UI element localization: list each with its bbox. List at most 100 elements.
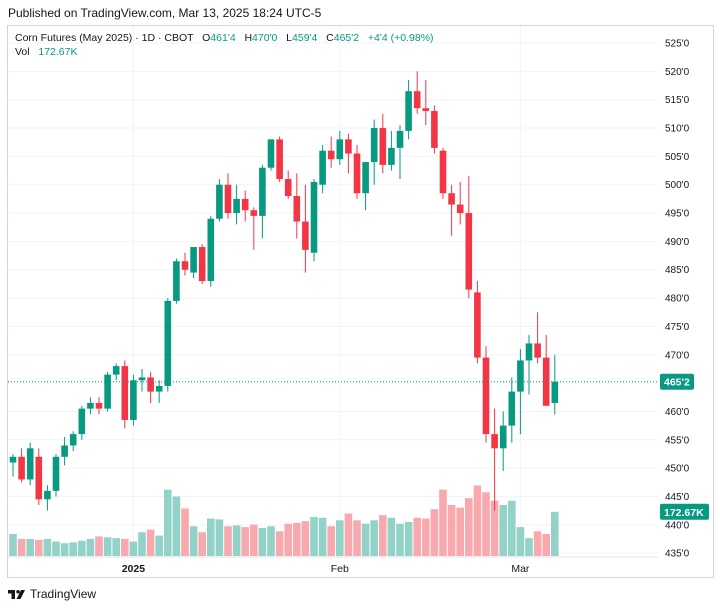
low-label: L [286,32,293,44]
candle-body [345,139,352,154]
volume-bar [533,531,542,556]
candle-body [130,380,137,420]
price-axis[interactable]: 525'0 520'0 515'0 510'0 505'0 500'0 495'0 490'0… [665,39,690,560]
volume-bar [35,539,43,556]
volume-bar [516,527,525,556]
candle-body [482,357,490,435]
candle [35,448,43,505]
volume-bar [26,539,34,556]
candle [9,453,17,477]
volume-badge-bg [660,503,709,520]
volume-bar [146,529,155,556]
candle [517,349,524,435]
candle-body [147,377,154,392]
volume-bar [310,516,318,556]
candle [439,147,447,199]
candle-body [379,128,387,165]
candle [370,119,378,185]
volume-bar [207,518,215,556]
volume-bar [387,517,396,556]
candle [69,431,77,452]
candle [190,247,197,279]
candle-body [405,91,412,131]
candle-body [284,179,292,197]
candle-body [474,292,481,358]
price-tick-label: 460'0 [665,407,690,418]
candle [405,79,412,140]
time-axis[interactable]: 2025 Feb Mar [8,556,658,575]
candle-body [95,402,103,409]
candle [198,244,206,284]
candle-body [439,150,447,194]
high-label: H [244,32,253,44]
candle-body [388,147,395,165]
candle [121,360,129,429]
volume-bar [17,539,26,556]
last-price-badge-text: 465'2 [664,377,690,389]
volume-bar [103,537,112,556]
candle [241,190,249,222]
candle-body [327,150,335,160]
chart-frame[interactable] [7,25,714,578]
ohlc-legend: Corn Futures (May 2025) · 1D · CBOT O461… [15,32,434,44]
candle-body [422,108,430,112]
candle [61,436,68,466]
price-tick-label: 500'0 [665,180,690,191]
candle-body [259,167,266,216]
price-tick-label: 520'0 [665,67,690,78]
candle [431,105,438,154]
candle [276,136,283,182]
candle-body [164,300,172,386]
volume-bar [215,519,224,556]
volume-value: 172.67K [38,46,78,58]
candle [542,334,550,406]
volume-bar [43,539,52,556]
candle-body [276,139,283,180]
candle [104,371,111,412]
tradingview-logo[interactable]: TradingView [8,587,96,601]
candle [164,298,172,392]
candle-body [319,150,326,185]
candle-body [362,162,369,194]
candle-body [138,377,146,381]
candle-body [173,261,180,301]
volume-bar [172,496,181,556]
price-tick-label: 525'0 [665,39,690,50]
volume-bar [275,531,284,556]
candle-body [448,193,455,205]
candle-body [302,221,309,250]
volume-bar [301,521,310,556]
candle-body [207,218,215,282]
candle [379,113,387,174]
change-value: +4'4 (+0.98%) [367,32,434,44]
candle [413,71,421,114]
volume-bar [293,522,301,556]
price-tick-label: 435'0 [665,549,690,560]
candle [224,173,232,219]
candle [207,215,215,287]
volume-bar [86,539,95,556]
candle-body [396,130,404,148]
candle-body [499,425,507,449]
time-tick-label: Feb [331,563,349,575]
volume-bar [490,500,499,556]
volume-bar [69,542,77,556]
price-tick-label: 505'0 [665,152,690,163]
candle [95,397,103,415]
candle [267,139,275,171]
volume-bar [525,538,533,556]
volume-bar [250,524,258,556]
candle [345,133,352,174]
candle-body [26,448,34,480]
volume-bar [232,525,241,556]
volume-bar [284,523,292,556]
candle-body [534,343,541,358]
volume-bar [379,515,387,556]
candle [388,130,395,171]
time-tick-label: 2025 [122,563,146,575]
candle [499,411,507,471]
high-value: 470'0 [252,32,278,44]
candle [87,397,94,415]
candle-body [121,366,129,420]
